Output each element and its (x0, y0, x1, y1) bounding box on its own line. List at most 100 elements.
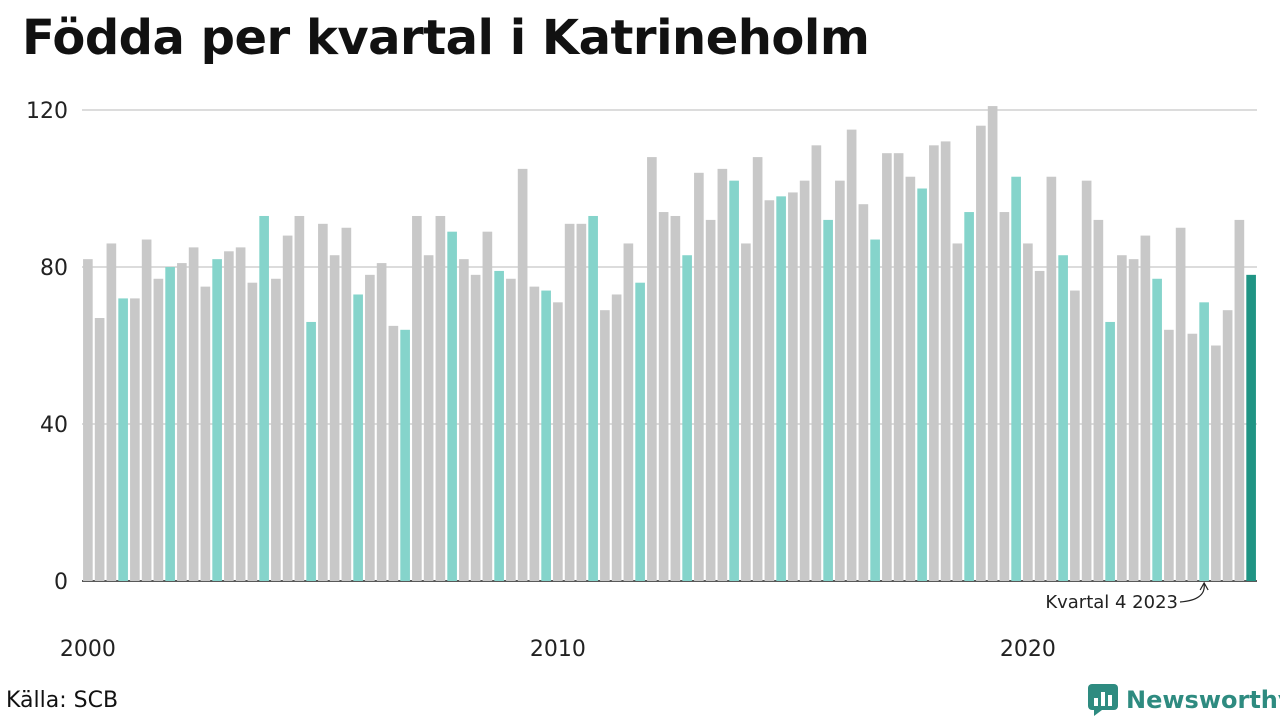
bar (1093, 219, 1104, 581)
bar (611, 294, 622, 581)
bar-chart: 0 40 80 120 2000 2010 2020 Kvartal 4 2023 (26, 99, 1257, 662)
bar (741, 243, 751, 581)
bar (717, 168, 728, 582)
bar (1140, 235, 1151, 581)
bar (388, 325, 399, 582)
bar (823, 219, 833, 581)
bar (1058, 255, 1068, 582)
bar (247, 282, 258, 581)
bar (952, 243, 963, 581)
chart-title: Födda per kvartal i Katrineholm (22, 10, 870, 66)
bar (353, 294, 363, 581)
annotation-arrowhead (1199, 581, 1209, 591)
newsworthy-logo: Newsworthy (1088, 684, 1280, 716)
bar (670, 215, 681, 581)
bar (788, 192, 798, 581)
bar (224, 251, 234, 582)
newsworthy-logo-icon (1088, 684, 1118, 716)
bar (1117, 255, 1127, 582)
y-tick-label: 120 (26, 99, 68, 124)
bar (799, 180, 810, 581)
bar (412, 215, 422, 581)
bar (1211, 345, 1221, 581)
bar (365, 274, 375, 581)
x-tick-label: 2020 (1000, 637, 1056, 662)
bar (905, 176, 916, 582)
bar (729, 180, 739, 581)
bar (494, 270, 504, 581)
bars (83, 106, 1256, 582)
bar (588, 215, 598, 581)
bar (517, 168, 528, 582)
bar (423, 255, 434, 582)
bar (447, 231, 457, 581)
bar (811, 145, 822, 581)
bar (705, 219, 716, 581)
x-tick-label: 2000 (60, 637, 116, 662)
bar (529, 286, 540, 582)
bar (153, 278, 164, 581)
bar (846, 129, 857, 582)
bar (306, 321, 316, 581)
bar (1246, 274, 1256, 581)
bar (94, 318, 105, 581)
y-tick-label: 80 (40, 256, 68, 281)
bar (106, 243, 117, 581)
bar (999, 212, 1010, 582)
bar (141, 239, 152, 581)
bar (200, 286, 211, 582)
bar (1199, 302, 1209, 581)
bar (541, 290, 551, 581)
bar (870, 239, 880, 581)
bar (294, 215, 305, 581)
bar (1023, 243, 1033, 581)
bar (329, 255, 340, 582)
bar (376, 263, 387, 581)
bar (882, 153, 892, 581)
bar (553, 302, 563, 581)
bar (259, 215, 269, 581)
bar (482, 231, 493, 581)
bar (318, 223, 328, 581)
bar (576, 223, 587, 581)
bar (1234, 219, 1245, 581)
bar (165, 267, 175, 581)
bar (917, 188, 927, 581)
bar (212, 259, 222, 581)
bar (752, 157, 763, 581)
bar (1105, 321, 1115, 581)
bar (600, 310, 610, 581)
bar (271, 278, 281, 581)
annotation: Kvartal 4 2023 (1045, 581, 1209, 613)
bar (1046, 176, 1057, 582)
bar (470, 274, 481, 581)
bar (987, 106, 998, 581)
bar (776, 196, 786, 581)
bar (564, 223, 575, 581)
bar (764, 200, 775, 581)
bar (858, 204, 869, 581)
bar (130, 298, 140, 581)
bar (435, 215, 446, 581)
bar (118, 298, 128, 581)
bar (682, 255, 692, 582)
bar (282, 235, 293, 581)
bar (235, 247, 246, 582)
bar (976, 125, 986, 581)
bar (506, 278, 516, 581)
bar (459, 259, 469, 581)
bar (635, 282, 645, 581)
bar (188, 247, 199, 582)
bar (1081, 180, 1092, 581)
bar (1164, 329, 1174, 581)
bar (835, 180, 845, 581)
bar (694, 172, 704, 582)
bar (929, 145, 939, 581)
bar (341, 227, 352, 581)
gridlines (82, 109, 1257, 582)
bar (964, 212, 974, 582)
bar (1222, 310, 1233, 581)
newsworthy-logo-text: Newsworthy (1126, 686, 1280, 714)
bar (623, 243, 634, 581)
bar (1034, 270, 1045, 581)
